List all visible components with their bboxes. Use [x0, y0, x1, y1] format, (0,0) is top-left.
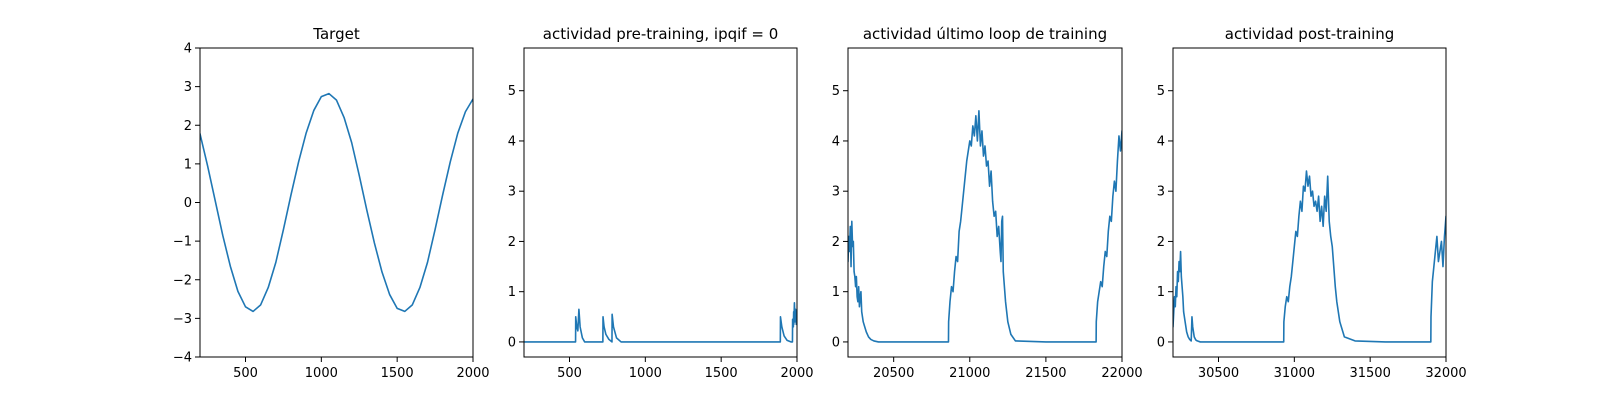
- chart-panel-1: 500 1000 1500 2000 −4 −3 −2 −1 0 1 2 3 4 Target: [173, 25, 490, 381]
- y-tick-label: 4: [832, 134, 840, 149]
- x-tick-label: 500: [233, 366, 258, 381]
- y-tick-label: −1: [173, 235, 192, 250]
- y-tick-label: 2: [832, 235, 840, 250]
- x-tick-label: 2000: [456, 366, 489, 381]
- y-tick-label: 0: [508, 335, 516, 350]
- y-tick-label: 5: [1157, 84, 1165, 99]
- y-tick-label: 4: [1157, 134, 1165, 149]
- x-tick-label: 31500: [1349, 366, 1390, 381]
- x-tick-label: 1000: [305, 366, 338, 381]
- plot-frame: [847, 47, 1123, 358]
- x-tick-label: 21000: [949, 366, 990, 381]
- y-tick-label: 1: [184, 157, 192, 172]
- plot-frame: [1172, 47, 1447, 358]
- chart-title: actividad post-training: [1225, 25, 1394, 43]
- y-tick-label: 0: [832, 335, 840, 350]
- y-tick-label: −4: [173, 351, 192, 366]
- chart-title: Target: [312, 25, 360, 43]
- y-tick-label: −2: [173, 273, 192, 288]
- y-tick-label: 1: [832, 285, 840, 300]
- x-tick-label: 30500: [1198, 366, 1239, 381]
- y-tick-label: 2: [508, 235, 516, 250]
- x-tick-label: 31000: [1274, 366, 1315, 381]
- plot-frame: [523, 47, 798, 358]
- y-tick-label: 1: [1157, 285, 1165, 300]
- x-tick-label: 500: [557, 366, 582, 381]
- series-line-1: [848, 110, 1122, 343]
- y-tick-label: −3: [173, 312, 192, 327]
- series-line-1: [524, 301, 797, 343]
- series-line-1: [1173, 170, 1446, 343]
- x-tick-label: 32000: [1425, 366, 1466, 381]
- x-tick-label: 2000: [780, 366, 813, 381]
- y-tick-label: 2: [1157, 235, 1165, 250]
- y-tick-label: 4: [184, 42, 192, 57]
- y-tick-label: 3: [832, 185, 840, 200]
- y-tick-label: 1: [508, 285, 516, 300]
- y-tick-label: 5: [508, 84, 516, 99]
- x-tick-label: 1500: [705, 366, 738, 381]
- x-tick-label: 21500: [1025, 366, 1066, 381]
- y-tick-label: 2: [184, 119, 192, 134]
- x-tick-label: 1000: [629, 366, 662, 381]
- series-line-1: [200, 92, 473, 313]
- y-tick-label: 4: [508, 134, 516, 149]
- y-tick-label: 0: [1157, 335, 1165, 350]
- chart-panel-3: 20500 21000 21500 22000 0 1 2 3 4 5 actividad últi…: [832, 25, 1143, 381]
- chart-panel-4: 30500 31000 31500 32000 0 1 2 3 4 5 actividad post…: [1157, 25, 1467, 381]
- chart-title: actividad pre-training, ipqif = 0: [543, 25, 779, 43]
- chart-panel-2: 500 1000 1500 2000 0 1 2 3 4 5 actividad pre-train…: [508, 25, 814, 381]
- y-tick-label: 0: [184, 196, 192, 211]
- chart-title: actividad último loop de training: [863, 25, 1107, 43]
- x-tick-label: 1500: [381, 366, 414, 381]
- x-tick-label: 22000: [1101, 366, 1142, 381]
- y-tick-label: 3: [1157, 185, 1165, 200]
- y-tick-label: 3: [184, 80, 192, 95]
- y-tick-label: 3: [508, 185, 516, 200]
- y-tick-label: 5: [832, 84, 840, 99]
- x-tick-label: 20500: [873, 366, 914, 381]
